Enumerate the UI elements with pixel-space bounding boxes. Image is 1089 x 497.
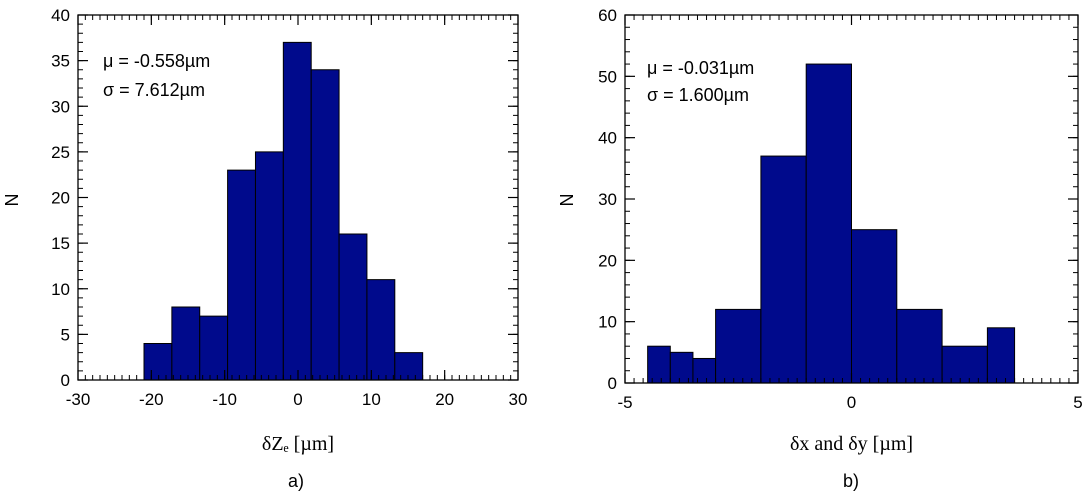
b-ytick-label: 30: [598, 190, 617, 209]
b-bar-10: [986, 327, 1016, 384]
a-xtick-label: 0: [293, 390, 302, 409]
b-ytick-label: 50: [598, 67, 617, 86]
b-ytick-label: 40: [598, 129, 617, 148]
a-x-axis-label: δZₑ [µm]: [262, 433, 334, 455]
a-ytick-label: 40: [51, 6, 70, 25]
a-panel-label: a): [288, 471, 304, 491]
b-bar-9: [941, 345, 988, 384]
a-ytick-label: 30: [51, 97, 70, 116]
b-xtick-label: -5: [617, 393, 632, 412]
b-bar-6: [805, 63, 853, 384]
a-bar-8: [338, 233, 368, 381]
b-xtick-label: 5: [1073, 393, 1082, 412]
b-ytick-label: 10: [598, 313, 617, 332]
b-ytick-label: 20: [598, 251, 617, 270]
a-ytick-label: 35: [51, 52, 70, 71]
chart-a: -30 -20 -10 0 10 20 30 0 5 10 15 20 25 30 35 40 μ = -0.5…: [2, 6, 527, 491]
b-x-axis-label: δx and δy [µm]: [790, 433, 913, 455]
a-stats-annotation-2: σ = 7.612µm: [103, 80, 205, 100]
b-bar-3: [692, 357, 717, 384]
b-bar-4: [715, 308, 762, 384]
b-ytick-label: 0: [608, 374, 617, 393]
b-stats-annotation-1: μ = -0.031µm: [647, 58, 754, 78]
b-bar-8: [896, 308, 943, 384]
a-xtick-label: -20: [139, 390, 164, 409]
a-bar-9: [366, 279, 396, 381]
b-ytick-label: 60: [598, 6, 617, 25]
a-xtick-label: 20: [435, 390, 454, 409]
b-bar-1: [647, 345, 671, 384]
a-ytick-label: 10: [51, 280, 70, 299]
a-xtick-label: 30: [509, 390, 528, 409]
a-ytick-label: 0: [61, 371, 70, 390]
a-ytick-label: 25: [51, 143, 70, 162]
b-y-axis-label: N: [557, 194, 577, 207]
b-stats-annotation-2: σ = 1.600µm: [647, 85, 749, 105]
a-bar-4: [227, 169, 256, 381]
a-xtick-label: -10: [212, 390, 237, 409]
a-xtick-label: -30: [66, 390, 91, 409]
a-stats-annotation-1: μ = -0.558µm: [103, 51, 210, 71]
a-bar-2: [171, 306, 201, 381]
a-bar-3: [199, 315, 229, 381]
a-bar-5: [254, 151, 284, 381]
a-xtick-label: 10: [362, 390, 381, 409]
a-ytick-label: 20: [51, 189, 70, 208]
a-y-axis-label: N: [2, 194, 22, 207]
a-bar-10: [394, 352, 424, 381]
a-bar-6: [282, 41, 312, 381]
b-bar-2: [669, 351, 694, 384]
b-bar-7: [851, 229, 898, 384]
b-bar-5: [760, 155, 807, 384]
a-ytick-label: 5: [61, 325, 70, 344]
a-ytick-label: 15: [51, 234, 70, 253]
b-xtick-label: 0: [847, 393, 856, 412]
b-panel-label: b): [843, 471, 859, 491]
a-bar-7: [310, 69, 340, 381]
a-bar-1: [143, 343, 173, 381]
